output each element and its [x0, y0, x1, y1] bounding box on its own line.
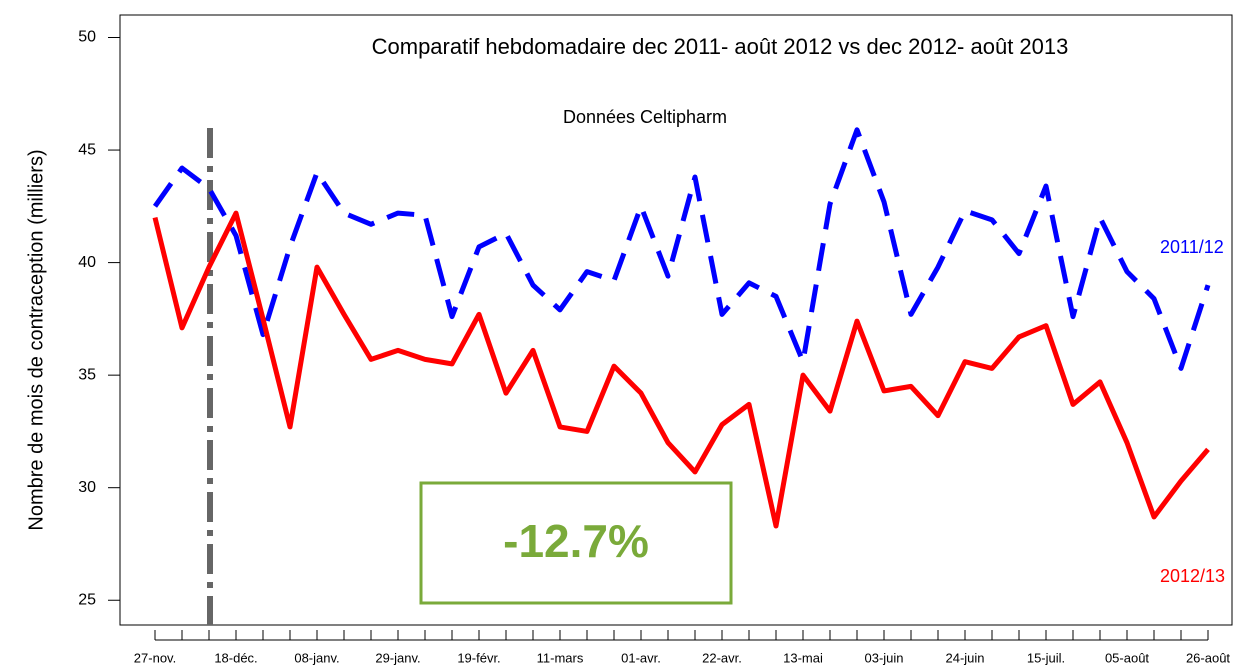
- chart-subtitle: Données Celtipharm: [563, 107, 727, 127]
- x-tick-label: 08-janv.: [294, 650, 339, 665]
- y-tick-label: 30: [78, 479, 96, 496]
- plot-frame: [119, 14, 1233, 626]
- x-tick-label: 11-mars: [537, 650, 584, 665]
- annotation-box: [419, 481, 733, 605]
- x-tick-label: 24-juin: [945, 650, 984, 665]
- series-label: 2012/13: [1160, 566, 1225, 586]
- x-tick-label: 05-août: [1105, 650, 1149, 665]
- y-axis-label: Nombre de mois de contraception (millier…: [25, 149, 47, 530]
- x-tick-label: 26-août: [1186, 650, 1230, 665]
- series-label: 2011/12: [1160, 237, 1224, 257]
- x-tick-label: 01-avr.: [621, 650, 661, 665]
- x-tick-label: 18-déc.: [214, 650, 257, 665]
- x-tick-label: 13-mai: [783, 650, 823, 665]
- series-line: [152, 127, 1211, 371]
- x-tick-label: 15-juil.: [1027, 650, 1065, 665]
- annotation: -12.7%: [503, 515, 649, 567]
- x-tick-label: 22-avr.: [702, 650, 742, 665]
- y-tick-label: 35: [78, 366, 96, 383]
- y-tick-label: 40: [78, 254, 96, 271]
- y-tick-label: 25: [78, 591, 96, 608]
- chart-title: Comparatif hebdomadaire dec 2011- août 2…: [372, 34, 1069, 59]
- series-line: [152, 210, 1210, 529]
- x-tick-label: 27-nov.: [134, 650, 176, 665]
- y-tick-label: 45: [78, 141, 96, 158]
- x-tick-label: 29-janv.: [375, 650, 420, 665]
- x-tick-label: 19-févr.: [457, 650, 500, 665]
- x-tick-label: 03-juin: [864, 650, 903, 665]
- y-tick-label: 50: [78, 29, 96, 46]
